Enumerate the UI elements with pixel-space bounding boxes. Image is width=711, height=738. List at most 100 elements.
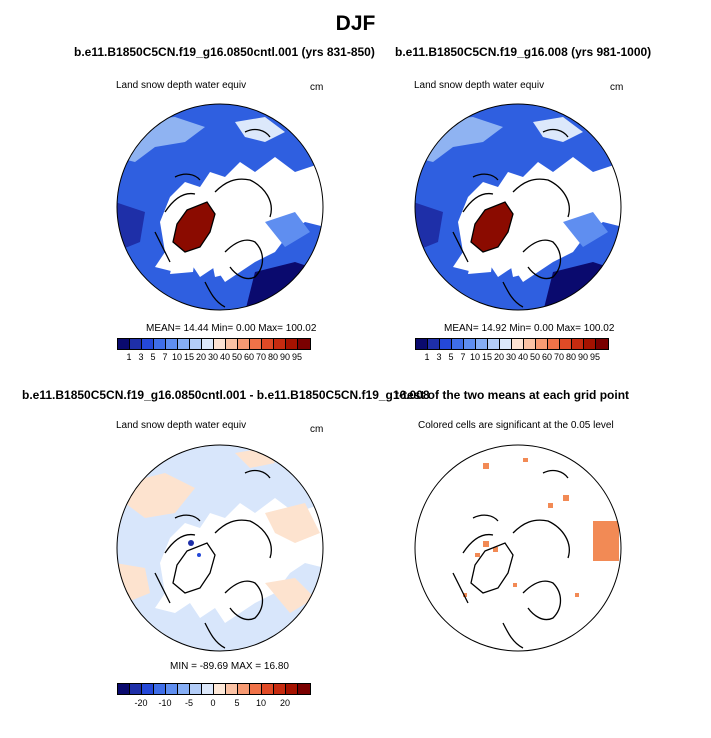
colorbar-bottom-left [117,683,311,695]
colorbar-labels-top-left: 1 3 5 7 10 15 20 30 40 50 60 70 80 90 95 [117,352,309,364]
panel-title-bottom-left: b.e11.B1850C5CN.f19_g16.0850cntl.001 - b… [22,388,430,402]
colorbar-top-right [415,338,609,350]
colorbar-cell [166,339,178,349]
panel-title-top-right: b.e11.B1850C5CN.f19_g16.008 (yrs 981-100… [395,45,652,59]
colorbar-cell [142,339,154,349]
stats-top-right: MEAN= 14.92 Min= 0.00 Max= 100.02 [444,323,615,334]
colorbar-tick-label: 70 [553,352,565,362]
colorbar-cell [584,339,596,349]
colorbar-tick-label: 15 [481,352,493,362]
colorbar-tick-label: -20 [134,698,148,708]
colorbar-tick-label: 3 [436,352,442,362]
colorbar-cell [274,339,286,349]
colorbar-cell [500,339,512,349]
colorbar-cell [178,339,190,349]
panel-title-top-left: b.e11.B1850C5CN.f19_g16.0850cntl.001 (yr… [74,45,375,59]
colorbar-tick-label: 80 [565,352,577,362]
colorbar-cell [298,339,310,349]
colorbar-cell [154,684,166,694]
colorbar-cell [238,339,250,349]
colorbar-cell [214,339,226,349]
colorbar-tick-label: 5 [150,352,156,362]
colorbar-labels-top-right: 1 3 5 7 10 15 20 30 40 50 60 70 80 90 95 [415,352,607,364]
colorbar-cell [488,339,500,349]
colorbar-tick-label: 5 [234,698,240,708]
colorbar-tick-label: 7 [162,352,168,362]
colorbar-cell [202,684,214,694]
colorbar-cell [130,684,142,694]
polar-map-bottom-right [414,444,622,652]
colorbar-tick-label: 15 [183,352,195,362]
colorbar-tick-label: 3 [138,352,144,362]
polar-map-bottom-left [116,444,324,652]
colorbar-cell [190,339,202,349]
colorbar-cell [190,684,202,694]
colorbar-tick-label: -10 [158,698,172,708]
colorbar-tick-label: 90 [577,352,589,362]
units-label-bottom-left: cm [310,424,324,435]
colorbar-tick-label: 50 [231,352,243,362]
colorbar-cell [464,339,476,349]
colorbar-cell [452,339,464,349]
figure-title: DJF [335,12,376,35]
colorbar-cell [250,684,262,694]
colorbar-tick-label: 20 [493,352,505,362]
colorbar-tick-label: 20 [195,352,207,362]
colorbar-cell [250,339,262,349]
variable-label-bottom-left: Land snow depth water equiv [116,420,247,431]
variable-label-top-left: Land snow depth water equiv [116,80,247,91]
colorbar-cell [536,339,548,349]
colorbar-cell [524,339,536,349]
colorbar-cell [154,339,166,349]
colorbar-tick-label: 80 [267,352,279,362]
colorbar-cell [286,339,298,349]
colorbar-cell [298,684,310,694]
colorbar-cell [572,339,584,349]
colorbar-cell [440,339,452,349]
colorbar-tick-label: 95 [589,352,601,362]
colorbar-cell [226,339,238,349]
units-label-top-right: cm [610,82,624,93]
colorbar-top-left [117,338,311,350]
stats-top-left: MEAN= 14.44 Min= 0.00 Max= 100.02 [146,323,317,334]
colorbar-tick-label: 30 [207,352,219,362]
colorbar-tick-label: 60 [243,352,255,362]
colorbar-tick-label: 60 [541,352,553,362]
units-label-top-left: cm [310,82,324,93]
colorbar-cell [118,339,130,349]
colorbar-cell [238,684,250,694]
colorbar-tick-label: 20 [279,698,291,708]
colorbar-cell [274,684,286,694]
colorbar-tick-label: 7 [460,352,466,362]
colorbar-cell [226,684,238,694]
colorbar-cell [596,339,608,349]
colorbar-tick-label: 1 [126,352,132,362]
colorbar-cell [286,684,298,694]
colorbar-cell [142,684,154,694]
colorbar-tick-label: 10 [469,352,481,362]
colorbar-cell [476,339,488,349]
colorbar-tick-label: 70 [255,352,267,362]
subtitle-bottom-right: Colored cells are significant at the 0.0… [418,420,614,431]
variable-label-top-right: Land snow depth water equiv [414,80,545,91]
colorbar-cell [560,339,572,349]
panel-title-bottom-right: t-test of the two means at each grid poi… [395,388,630,402]
colorbar-tick-label: 95 [291,352,303,362]
polar-map-top-right [414,103,622,311]
colorbar-tick-label: 40 [219,352,231,362]
colorbar-tick-label: 1 [424,352,430,362]
colorbar-cell [428,339,440,349]
colorbar-tick-label: 10 [171,352,183,362]
colorbar-cell [262,339,274,349]
colorbar-tick-label: 50 [529,352,541,362]
colorbar-labels-bottom-left: -20 -10 -5 0 5 10 20 [117,698,309,710]
colorbar-tick-label: 40 [517,352,529,362]
colorbar-cell [262,684,274,694]
colorbar-cell [130,339,142,349]
colorbar-tick-label: 10 [255,698,267,708]
colorbar-cell [202,339,214,349]
colorbar-tick-label: -5 [184,698,194,708]
stats-bottom-left: MIN = -89.69 MAX = 16.80 [170,661,289,672]
colorbar-tick-label: 90 [279,352,291,362]
colorbar-cell [214,684,226,694]
